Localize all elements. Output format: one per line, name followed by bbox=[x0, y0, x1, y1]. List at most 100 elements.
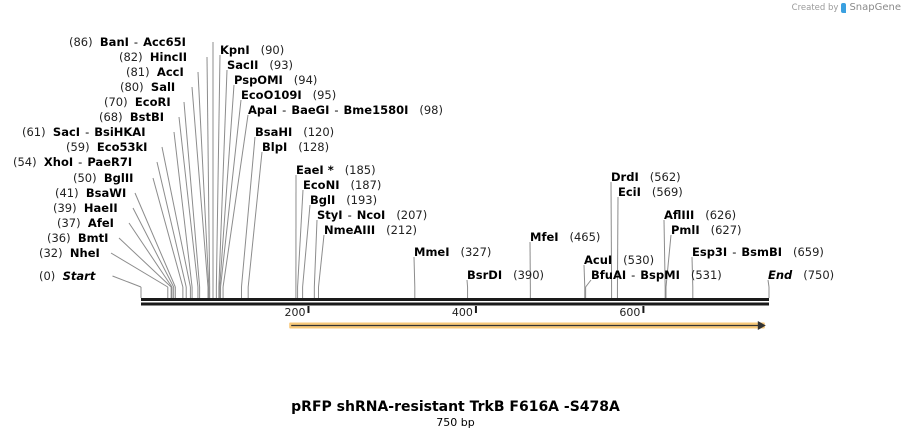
site-label[interactable]: (81) AccI bbox=[126, 65, 184, 79]
backbone-bottom-strand bbox=[141, 302, 769, 306]
site-label[interactable]: SacII (93) bbox=[227, 58, 293, 72]
site-label[interactable]: BglI (193) bbox=[310, 193, 377, 207]
feature-arrowhead-icon bbox=[757, 321, 766, 330]
site-label[interactable]: ApaI - BaeGI - Bme1580I (98) bbox=[248, 103, 443, 117]
site-label[interactable]: PspOMI (94) bbox=[234, 73, 317, 87]
site-label[interactable]: (61) SacI - BsiHKAI bbox=[22, 125, 146, 139]
site-position: (212) bbox=[386, 223, 418, 237]
site-position: (50) bbox=[73, 171, 97, 185]
site-label[interactable]: KpnI (90) bbox=[220, 43, 284, 57]
enzyme-name: AflIII bbox=[664, 208, 695, 222]
site-label[interactable]: End (750) bbox=[768, 268, 834, 282]
site-position: (390) bbox=[513, 268, 545, 282]
axis-tick-label: 600 bbox=[619, 306, 640, 319]
enzyme-name: BglI bbox=[310, 193, 336, 207]
site-label[interactable]: (36) BmtI bbox=[47, 231, 108, 245]
site-label[interactable]: (41) BsaWI bbox=[55, 186, 126, 200]
site-enzyme-names: AfeI bbox=[88, 216, 114, 230]
site-leader-line bbox=[118, 237, 172, 288]
enzyme-name: AcuI bbox=[584, 253, 613, 267]
site-label[interactable]: (54) XhoI - PaeR7I bbox=[13, 155, 132, 169]
site-leader-line bbox=[191, 86, 209, 288]
site-leader-line bbox=[616, 196, 619, 288]
enzyme-name: AccI bbox=[156, 65, 184, 79]
site-label[interactable]: EcoNI (187) bbox=[303, 178, 381, 192]
site-leader-line bbox=[222, 114, 249, 288]
site-label[interactable]: (32) NheI bbox=[39, 246, 100, 260]
site-label[interactable]: AflIII (626) bbox=[664, 208, 736, 222]
enzyme-name: EcoNI bbox=[303, 178, 340, 192]
name-separator: - bbox=[334, 103, 339, 117]
site-label[interactable]: BfuAI - BspMI (531) bbox=[591, 268, 722, 282]
enzyme-name: XhoI bbox=[43, 155, 74, 169]
enzyme-name: SacII bbox=[227, 58, 259, 72]
site-position: (37) bbox=[57, 216, 81, 230]
site-label[interactable]: MfeI (465) bbox=[530, 230, 600, 244]
enzyme-name: NheI bbox=[69, 246, 100, 260]
enzyme-name: EaeI * bbox=[296, 163, 334, 177]
axis-tick-label: 400 bbox=[452, 306, 473, 319]
axis-tick bbox=[307, 306, 310, 313]
site-position: (659) bbox=[792, 245, 824, 259]
site-label[interactable]: EciI (569) bbox=[618, 185, 683, 199]
name-separator: - bbox=[78, 155, 83, 169]
site-label[interactable]: AcuI (530) bbox=[584, 253, 654, 267]
site-label[interactable]: EaeI * (185) bbox=[296, 163, 376, 177]
name-separator: - bbox=[85, 125, 90, 139]
axis-tick bbox=[642, 306, 645, 313]
site-enzyme-names: KpnI bbox=[220, 43, 250, 57]
site-enzyme-names: BlpI bbox=[262, 140, 287, 154]
site-position: (569) bbox=[651, 185, 683, 199]
site-label[interactable]: DrdI (562) bbox=[611, 170, 681, 184]
enzyme-name: Start bbox=[62, 269, 96, 283]
site-label[interactable]: EcoO109I (95) bbox=[241, 88, 336, 102]
enzyme-name: End bbox=[768, 268, 793, 282]
site-leader-line bbox=[183, 101, 201, 288]
site-enzyme-names: BsrDI bbox=[467, 268, 502, 282]
site-leader-line bbox=[178, 116, 199, 288]
site-label[interactable]: (86) BanI - Acc65I bbox=[69, 35, 186, 49]
site-label[interactable]: StyI - NcoI (207) bbox=[317, 208, 427, 222]
site-leader-line bbox=[206, 56, 211, 288]
site-position: (0) bbox=[39, 269, 56, 283]
site-position: (530) bbox=[623, 253, 655, 267]
site-label[interactable]: BsaHI (120) bbox=[255, 125, 334, 139]
enzyme-name: Acc65I bbox=[143, 35, 186, 49]
site-enzyme-names: AflIII bbox=[664, 208, 694, 222]
site-label[interactable]: MmeI (327) bbox=[414, 245, 491, 259]
site-label[interactable]: (59) Eco53kI bbox=[66, 140, 147, 154]
site-label[interactable]: (68) BstBI bbox=[99, 110, 164, 124]
site-label[interactable]: Esp3I - BsmBI (659) bbox=[692, 245, 824, 259]
site-enzyme-names: HaeII bbox=[84, 201, 118, 215]
site-position: (32) bbox=[39, 246, 63, 260]
name-separator: - bbox=[347, 208, 352, 222]
site-label[interactable]: (70) EcoRI bbox=[104, 95, 171, 109]
site-enzyme-names: BglII bbox=[104, 171, 134, 185]
enzyme-name: BaeGI bbox=[291, 103, 330, 117]
site-enzyme-names: PspOMI bbox=[234, 73, 283, 87]
site-label[interactable]: PmlI (627) bbox=[671, 223, 742, 237]
enzyme-name: AfeI bbox=[87, 216, 114, 230]
site-label[interactable]: (0) Start bbox=[39, 269, 95, 283]
site-label[interactable]: BsrDI (390) bbox=[467, 268, 544, 282]
site-enzyme-names: XhoI - PaeR7I bbox=[44, 155, 132, 169]
enzyme-name: BmtI bbox=[77, 231, 109, 245]
site-leader-line bbox=[132, 207, 175, 288]
site-position: (465) bbox=[569, 230, 601, 244]
enzyme-name: ApaI bbox=[248, 103, 278, 117]
enzyme-name: BsaWI bbox=[85, 186, 127, 200]
site-enzyme-names: HincII bbox=[150, 50, 187, 64]
site-label[interactable]: (39) HaeII bbox=[53, 201, 118, 215]
site-label[interactable]: NmeAIII (212) bbox=[324, 223, 417, 237]
site-leader-line bbox=[297, 189, 304, 288]
site-label[interactable]: (82) HincII bbox=[119, 50, 187, 64]
site-label[interactable]: (37) AfeI bbox=[57, 216, 114, 230]
name-separator: - bbox=[732, 245, 737, 259]
site-enzyme-names: BsaWI bbox=[86, 186, 126, 200]
enzyme-name: StyI bbox=[317, 208, 343, 222]
site-position: (81) bbox=[126, 65, 150, 79]
site-label[interactable]: (50) BglII bbox=[73, 171, 133, 185]
site-label[interactable]: (80) SalI bbox=[120, 80, 175, 94]
site-label[interactable]: BlpI (128) bbox=[262, 140, 329, 154]
